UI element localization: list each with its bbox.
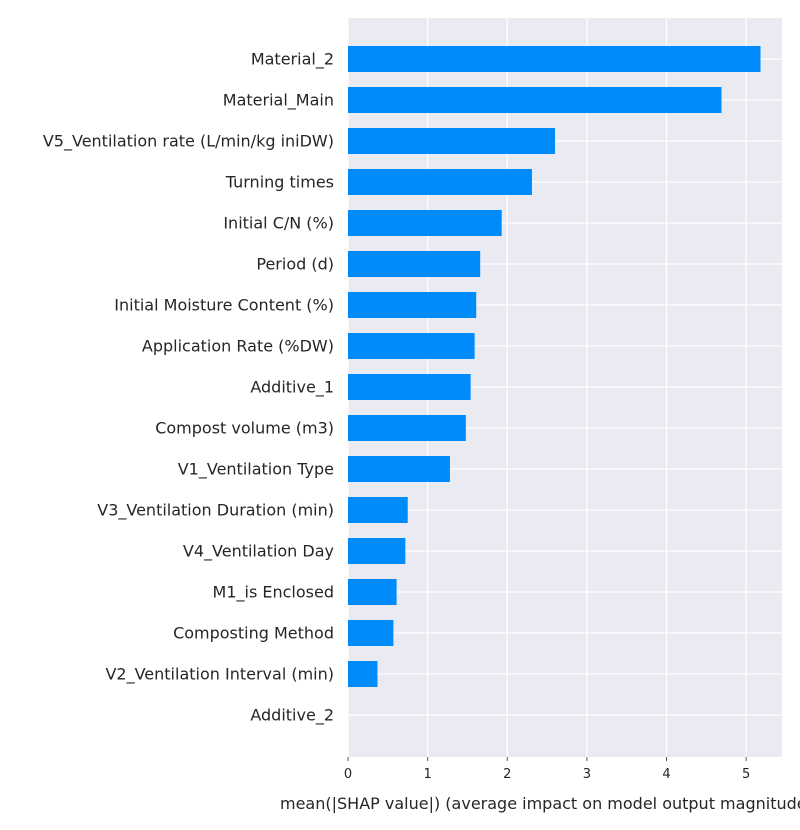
bar <box>348 169 532 195</box>
bar <box>348 128 556 154</box>
bar <box>348 251 481 277</box>
bar <box>348 579 397 605</box>
feature-label: Compost volume (m3) <box>155 419 334 438</box>
bar <box>348 374 471 400</box>
x-tick-label: 2 <box>503 767 511 782</box>
bar <box>348 292 477 318</box>
feature-label: V1_Ventilation Type <box>178 460 334 480</box>
bar <box>348 415 466 441</box>
feature-label: V2_Ventilation Interval (min) <box>105 665 334 685</box>
x-axis-title: mean(|SHAP value|) (average impact on mo… <box>280 794 800 813</box>
bar <box>348 87 722 113</box>
bar <box>348 538 406 564</box>
feature-label: Additive_1 <box>250 378 334 398</box>
feature-label: V4_Ventilation Day <box>183 542 334 562</box>
bar <box>348 210 502 236</box>
feature-label: V3_Ventilation Duration (min) <box>97 501 334 521</box>
bar <box>348 46 761 72</box>
feature-label: Period (d) <box>256 255 334 274</box>
x-axis-ticks: 0 1 2 3 4 5 <box>344 757 750 782</box>
x-tick-label: 5 <box>742 767 750 782</box>
bar <box>348 620 394 646</box>
feature-label: Composting Method <box>173 624 334 643</box>
bar <box>348 497 408 523</box>
feature-labels: Material_2 Material_Main V5_Ventilation ra… <box>43 50 334 726</box>
x-tick-label: 1 <box>423 767 431 782</box>
feature-label: V5_Ventilation rate (L/min/kg iniDW) <box>43 132 334 152</box>
bar <box>348 333 475 359</box>
bar <box>348 456 450 482</box>
feature-label: Additive_2 <box>250 706 334 726</box>
feature-label: Material_Main <box>223 91 334 111</box>
x-tick-label: 4 <box>662 767 670 782</box>
feature-label: Initial C/N (%) <box>223 214 334 233</box>
feature-label: Application Rate (%DW) <box>142 337 334 356</box>
bar <box>348 661 378 687</box>
feature-label: Turning times <box>225 173 334 192</box>
x-tick-label: 0 <box>344 767 352 782</box>
feature-label: Initial Moisture Content (%) <box>114 296 334 315</box>
x-tick-label: 3 <box>583 767 591 782</box>
feature-label: M1_is Enclosed <box>213 583 334 603</box>
bars <box>348 46 761 687</box>
feature-label: Material_2 <box>251 50 334 70</box>
